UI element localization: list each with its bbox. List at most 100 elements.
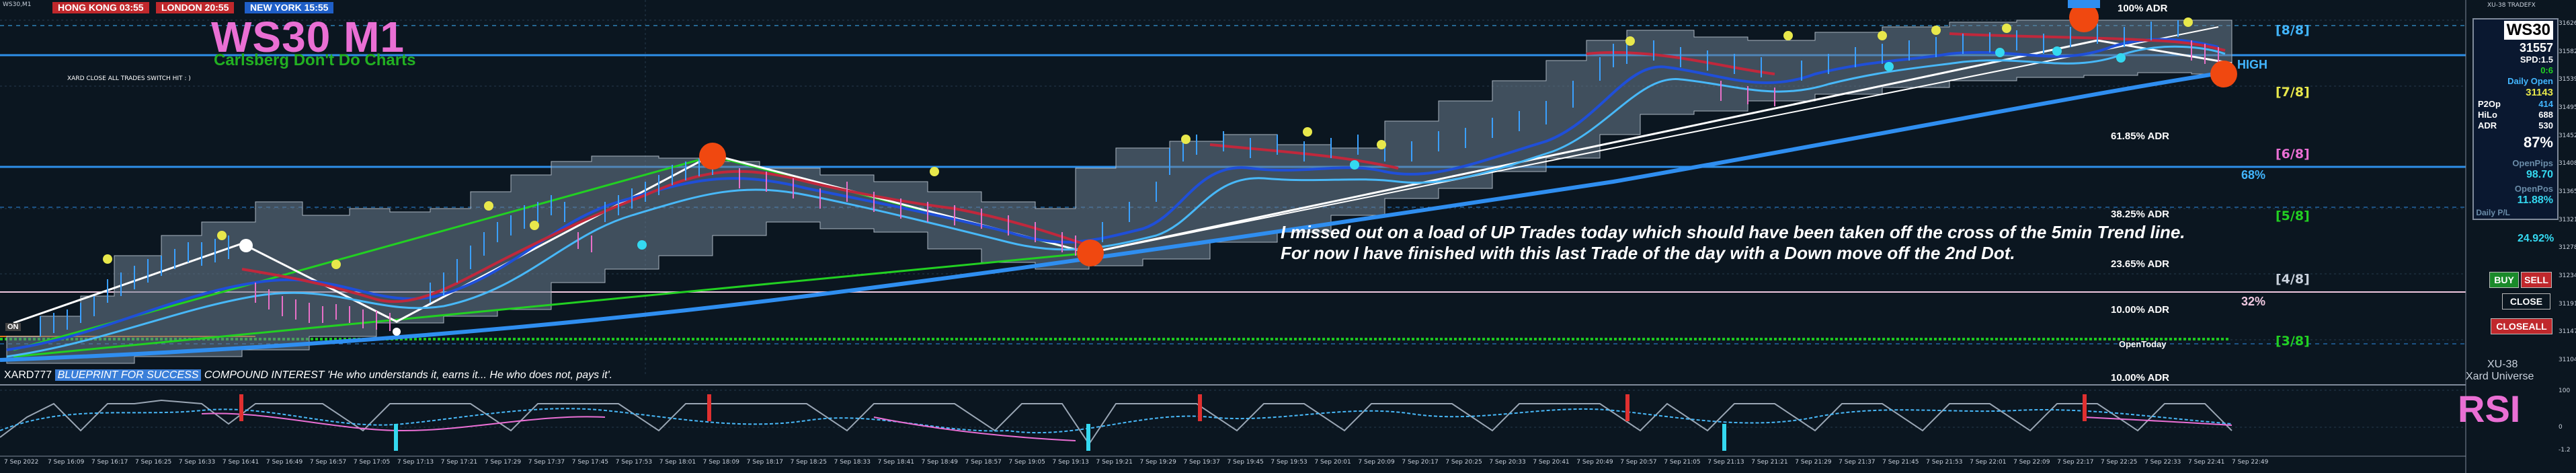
rsi-line-blue — [0, 408, 2232, 434]
rsi-line-pink — [201, 412, 2232, 441]
info-adr-label: ADR — [2478, 120, 2497, 131]
time-tick: 7 Sep 22:17 — [2057, 459, 2094, 466]
close-button[interactable]: CLOSE — [2502, 293, 2550, 310]
info-hilo: 688 — [2538, 110, 2553, 120]
time-tick: 7 Sep 22:49 — [2232, 459, 2269, 466]
session-hong-kong: HONG KONG 03:55 — [52, 2, 149, 13]
adr-6185-label: 61.85% ADR — [2111, 131, 2169, 142]
time-tick: 7 Sep 16:17 — [91, 459, 128, 466]
info-daily-open-label: Daily Open — [2507, 76, 2553, 86]
info-open-pos: 11.88% — [2517, 194, 2553, 206]
time-tick: 7 Sep 19:45 — [1227, 459, 1264, 466]
info-panel: WS30 31557 SPD:1.5 0:6 Daily Open 31143 … — [2472, 18, 2559, 220]
time-tick: 7 Sep 18:49 — [921, 459, 958, 466]
info-ratio: 0:6 — [2540, 65, 2553, 75]
candles — [40, 20, 2219, 336]
cyan-signal-dots — [393, 46, 2126, 336]
time-tick: 7 Sep 17:05 — [353, 459, 391, 466]
time-tick: 7 Sep 18:09 — [702, 459, 740, 466]
session-new-york: NEW YORK 15:55 — [245, 2, 334, 13]
price-tick: 31452.00 — [2559, 132, 2576, 139]
time-tick: 7 Sep 16:49 — [266, 459, 303, 466]
murrey-3-8: [3/8] — [2276, 334, 2310, 349]
top-blue-marker — [2068, 0, 2100, 8]
adr-10-label: 10.00% ADR — [2111, 304, 2169, 316]
info-symbol: WS30 — [2503, 21, 2553, 40]
high-marker: HIGH — [2237, 58, 2267, 71]
time-tick: 7 Sep 16:41 — [222, 459, 259, 466]
murrey-8-8: [8/8] — [2276, 23, 2310, 38]
time-tick: 7 Sep 22:25 — [2101, 459, 2138, 466]
pct-68-marker: 68% — [2241, 168, 2266, 182]
yellow-signal-dots — [103, 17, 2193, 269]
ma-light-blue — [6, 45, 2226, 358]
info-daily-open: 31143 — [2526, 87, 2553, 98]
time-tick: 7 Sep 17:21 — [440, 459, 478, 466]
time-tick: 7 Sep 18:01 — [659, 459, 696, 466]
time-tick: 7 Sep 17:29 — [484, 459, 522, 466]
left-tag: ON — [5, 323, 21, 331]
time-tick: 7 Sep 16:33 — [178, 459, 216, 466]
murrey-5-8: [5/8] — [2276, 209, 2310, 223]
adr-100-label: 100% ADR — [2118, 3, 2168, 14]
time-tick: 7 Sep 16:57 — [309, 459, 347, 466]
time-tick: 7 Sep 19:37 — [1183, 459, 1220, 466]
buy-button[interactable]: BUY — [2489, 272, 2519, 288]
time-tick: 7 Sep 20:09 — [1358, 459, 1395, 466]
time-tick: 7 Sep 20:17 — [1402, 459, 1439, 466]
footer-strip: XARD777 BLUEPRINT FOR SUCCESS COMPOUND I… — [4, 369, 612, 382]
info-open-pos-label: OpenPos — [2514, 184, 2553, 194]
ma-dark-blue — [6, 38, 2219, 351]
info-daily-pl-label: Daily P/L — [2476, 208, 2510, 217]
time-tick: 7 Sep 21:53 — [1926, 459, 1963, 466]
sell-button[interactable]: SELL — [2521, 272, 2552, 288]
murrey-7-8: [7/8] — [2276, 85, 2310, 100]
open-today-label: OpenToday — [2119, 339, 2167, 349]
time-tick: 7 Sep 21:29 — [1795, 459, 1832, 466]
time-tick: 7 Sep 21:13 — [1707, 459, 1744, 466]
time-tick: 7 Sep 19:21 — [1096, 459, 1133, 466]
time-tick: 7 Sep 18:57 — [965, 459, 1002, 466]
time-tick: 7 Sep 22:41 — [2188, 459, 2225, 466]
murrey-6-8: [6/8] — [2276, 147, 2310, 161]
footer-prefix: XARD777 — [4, 369, 52, 381]
info-open-pips: 98.70 — [2526, 169, 2553, 180]
price-tick: 31191.00 — [2559, 300, 2576, 307]
price-tick: 31539.00 — [2559, 76, 2576, 83]
rsi-tick: -1.2 — [2559, 447, 2571, 453]
price-tick: 31147.50 — [2559, 328, 2576, 336]
info-adr: 530 — [2538, 120, 2553, 131]
time-tick: 7 Sep 22:01 — [1970, 459, 2007, 466]
time-tick: 7 Sep 18:41 — [877, 459, 914, 466]
white-pivot-dot — [239, 239, 253, 252]
info-open-pips-label: OpenPips — [2512, 158, 2553, 168]
info-pct: 87% — [2523, 134, 2553, 151]
time-tick: 7 Sep 21:45 — [1882, 459, 1919, 466]
time-tick: 7 Sep 20:01 — [1314, 459, 1351, 466]
time-tick: 7 Sep 16:25 — [134, 459, 172, 466]
price-tick: 31104.00 — [2559, 357, 2576, 363]
price-envelope — [6, 20, 2232, 364]
trend-curve-blue — [0, 69, 2232, 362]
time-tick: 7 Sep 19:13 — [1052, 459, 1089, 466]
time-tick: 7 Sep 16:09 — [47, 459, 85, 466]
price-tick: 31408.50 — [2559, 160, 2576, 168]
chart-title: WS30 M1 — [211, 13, 405, 61]
time-tick: 7 Sep 2022 — [4, 459, 39, 466]
trade-comment-line1: I missed out on a load of UP Trades toda… — [1281, 222, 2185, 242]
time-tick: 7 Sep 17:13 — [397, 459, 434, 466]
time-tick: 7 Sep 21:37 — [1839, 459, 1876, 466]
rsi-tick: 100 — [2559, 388, 2571, 394]
time-tick: 7 Sep 20:41 — [1533, 459, 1570, 466]
info-p2op-label: P2Op — [2478, 99, 2501, 109]
price-tick: 31278.00 — [2559, 244, 2576, 252]
time-tick: 7 Sep 20:49 — [1576, 459, 1613, 466]
time-tick: 7 Sep 22:09 — [2013, 459, 2050, 466]
close-all-button[interactable]: CLOSEALL — [2491, 318, 2552, 334]
time-tick: 7 Sep 22:33 — [2144, 459, 2181, 466]
rsi-cyan-spikes — [394, 424, 1726, 451]
price-tick: 31626.00 — [2559, 20, 2576, 27]
time-tick: 7 Sep 18:33 — [834, 459, 871, 466]
time-tick: 7 Sep 20:33 — [1489, 459, 1526, 466]
